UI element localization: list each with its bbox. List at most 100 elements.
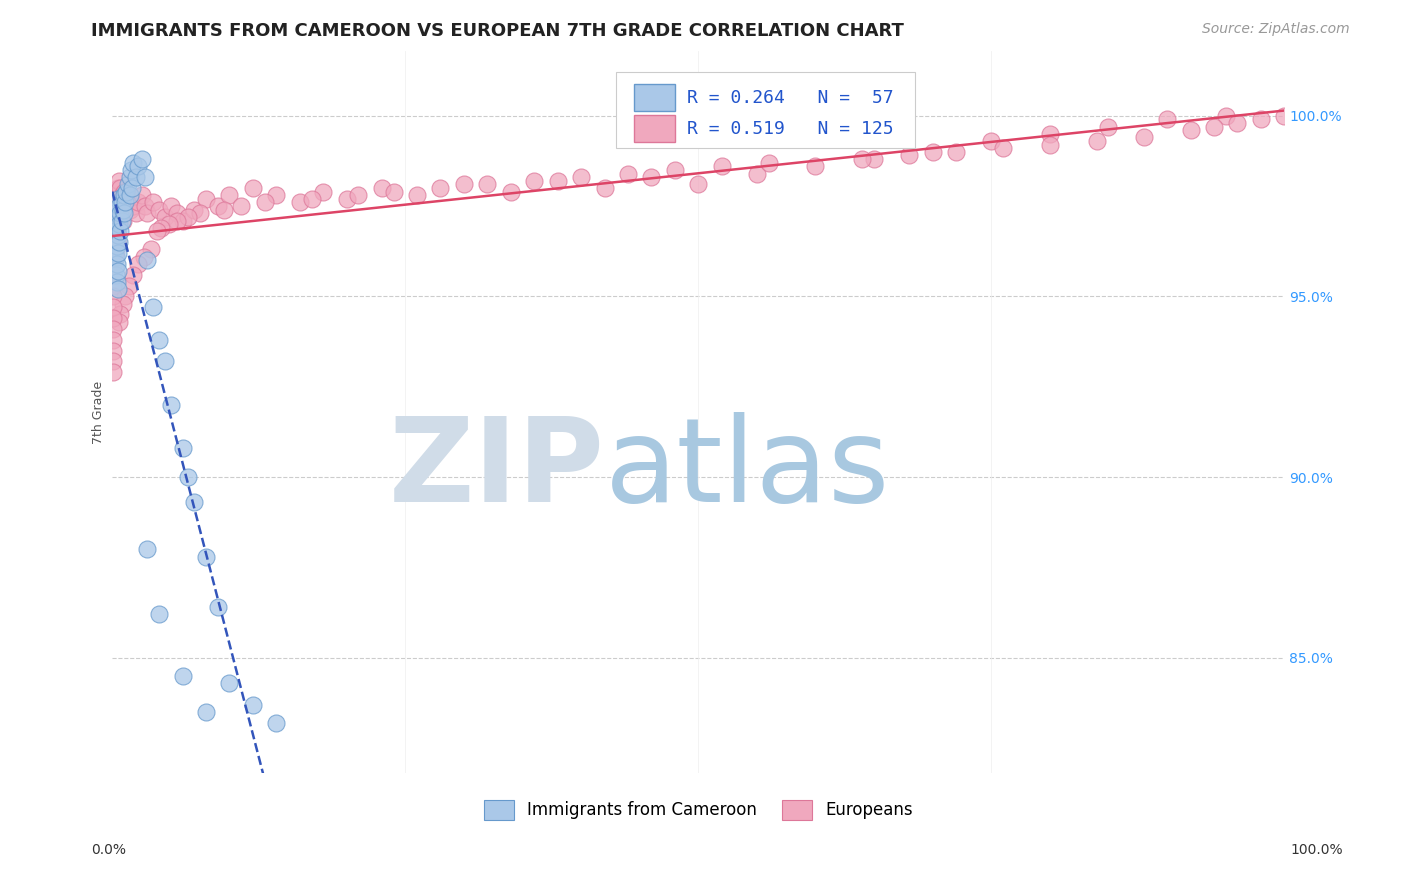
Point	[134, 199, 156, 213]
Point	[104, 210, 127, 224]
Point	[107, 202, 129, 217]
Point	[142, 300, 165, 314]
Point	[110, 308, 132, 322]
Point	[242, 698, 264, 712]
Point	[804, 159, 827, 173]
Point	[218, 676, 240, 690]
Point	[253, 195, 276, 210]
Point	[172, 213, 194, 227]
Point	[122, 199, 145, 213]
Point	[110, 224, 132, 238]
Point	[195, 192, 218, 206]
Point	[112, 206, 135, 220]
FancyBboxPatch shape	[616, 72, 915, 148]
Point	[207, 199, 229, 213]
Point	[110, 199, 132, 213]
Point	[105, 206, 128, 220]
Point	[114, 289, 136, 303]
Point	[104, 260, 127, 275]
Point	[547, 174, 569, 188]
Point	[347, 188, 370, 202]
Point	[148, 607, 170, 622]
Point	[1039, 137, 1062, 152]
Point	[523, 174, 546, 188]
Point	[105, 257, 128, 271]
Point	[103, 257, 125, 271]
Point	[188, 206, 211, 220]
Point	[103, 333, 125, 347]
Point	[103, 300, 125, 314]
Point	[112, 202, 135, 217]
Point	[132, 250, 155, 264]
Point	[110, 181, 132, 195]
Point	[108, 315, 131, 329]
Point	[160, 199, 183, 213]
Point	[104, 217, 127, 231]
Point	[108, 199, 131, 213]
Point	[120, 192, 142, 206]
Point	[991, 141, 1014, 155]
Point	[108, 217, 131, 231]
Text: R = 0.264   N =  57: R = 0.264 N = 57	[686, 88, 893, 107]
Point	[108, 210, 131, 224]
Point	[105, 213, 128, 227]
Point	[103, 322, 125, 336]
Point	[758, 155, 780, 169]
Point	[111, 206, 134, 220]
Text: IMMIGRANTS FROM CAMEROON VS EUROPEAN 7TH GRADE CORRELATION CHART: IMMIGRANTS FROM CAMEROON VS EUROPEAN 7TH…	[91, 22, 904, 40]
Point	[107, 246, 129, 260]
Point	[301, 192, 323, 206]
Point	[103, 365, 125, 379]
Point	[134, 170, 156, 185]
Point	[288, 195, 311, 210]
Point	[104, 250, 127, 264]
Point	[499, 185, 522, 199]
Point	[104, 213, 127, 227]
Point	[1272, 109, 1295, 123]
Point	[127, 195, 149, 210]
Point	[1132, 130, 1154, 145]
Point	[177, 470, 200, 484]
Point	[617, 167, 640, 181]
Point	[120, 163, 142, 178]
Point	[105, 220, 128, 235]
Point	[111, 188, 134, 202]
Text: 0.0%: 0.0%	[91, 843, 127, 857]
Point	[108, 235, 131, 250]
Point	[122, 268, 145, 282]
Point	[1156, 112, 1178, 127]
Point	[125, 206, 148, 220]
Point	[139, 243, 162, 257]
Point	[453, 178, 475, 192]
Point	[172, 441, 194, 455]
Point	[1215, 109, 1237, 123]
Point	[183, 495, 205, 509]
Point	[114, 192, 136, 206]
Point	[207, 600, 229, 615]
Point	[266, 715, 288, 730]
Point	[108, 192, 131, 206]
Point	[125, 170, 148, 185]
Point	[103, 268, 125, 282]
Point	[103, 343, 125, 358]
Point	[980, 134, 1002, 148]
Point	[146, 224, 169, 238]
Point	[898, 148, 921, 162]
Point	[1202, 120, 1225, 134]
Point	[103, 278, 125, 293]
Point	[166, 206, 188, 220]
Text: 100.0%: 100.0%	[1291, 843, 1343, 857]
Point	[115, 185, 138, 199]
Point	[105, 239, 128, 253]
Point	[112, 185, 135, 199]
Point	[195, 705, 218, 719]
Point	[242, 181, 264, 195]
Point	[945, 145, 967, 159]
Text: atlas: atlas	[605, 412, 890, 527]
Point	[150, 220, 173, 235]
Point	[104, 227, 127, 242]
Point	[103, 354, 125, 368]
Point	[107, 192, 129, 206]
Point	[118, 170, 141, 185]
Point	[115, 199, 138, 213]
